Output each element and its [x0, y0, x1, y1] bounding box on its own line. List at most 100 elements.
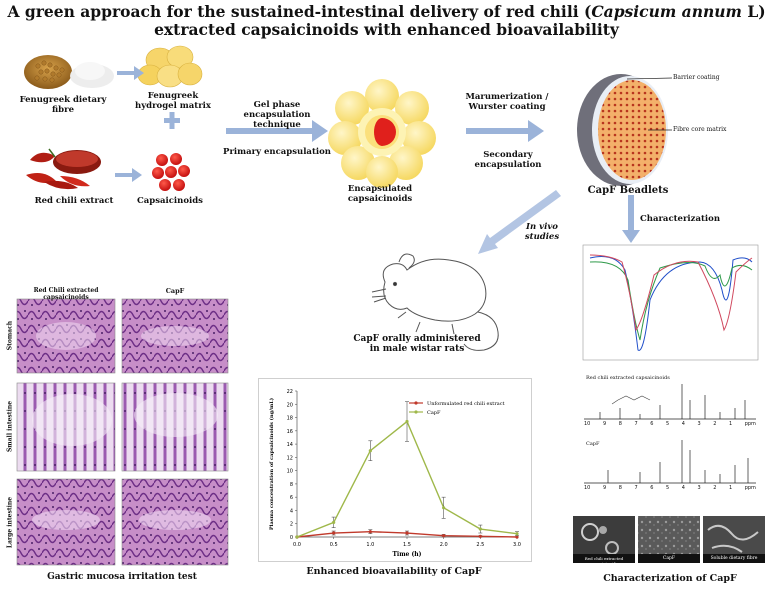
y-tick-label: 16 [287, 429, 293, 435]
y-tick-label: 18 [287, 416, 293, 422]
nmr-axis-tick: ppm [744, 421, 756, 427]
fenugreek-powder-illustration [70, 62, 114, 88]
legend-marker [414, 401, 418, 405]
title-line1-italic: Capsicum annum [591, 2, 742, 21]
data-point [332, 531, 336, 535]
y-axis-label: Plasma concentration of capsaicinoids (n… [268, 398, 275, 530]
label-fenugreek-hydrogel: Fenugreek hydrogel matrix [135, 91, 211, 111]
bioavailability-caption: Enhanced bioavailability of CapF [306, 566, 482, 577]
arrow-to-in-vivo [478, 190, 561, 254]
sem-label-1: Red chili extracted capsaicinoids [584, 556, 624, 566]
histology-grid [16, 298, 229, 566]
page-subtitle: extracted capsaicinoids with enhanced bi… [154, 20, 619, 39]
arrow-primary-encapsulation [226, 120, 328, 142]
nmr-axis-tick: ppm [744, 485, 756, 491]
data-point [405, 419, 409, 424]
data-point [368, 530, 372, 534]
legend-marker [414, 410, 418, 414]
legend-label: Unformulated red chili extract [427, 401, 505, 407]
nmr1-axis: 10 9 8 7 6 5 4 3 2 1 ppm [584, 421, 756, 427]
label-gel-phase: Gel phase encapsulation technique [243, 100, 311, 130]
label-capsaicinoids: Capsaicinoids [137, 196, 203, 206]
fenugreek-seeds-illustration [24, 55, 72, 89]
label-barrier-coating: Barrier coating [673, 74, 720, 81]
x-tick-label: 1.5 [403, 542, 411, 548]
nmr-axis-tick: 3 [697, 421, 701, 427]
hydrogel-matrix-illustration [137, 45, 203, 88]
arrow-to-characterization [622, 195, 640, 243]
nmr-axis-tick: 3 [697, 485, 701, 491]
y-tick-label: 0 [290, 535, 293, 541]
nmr-axis-tick: 1 [728, 485, 733, 491]
nmr-axis-tick: 7 [634, 485, 638, 491]
nmr-axis-tick: 5 [665, 485, 670, 491]
capsaicinoid-spheres [152, 153, 190, 191]
x-tick-label: 2.0 [440, 542, 448, 548]
nmr-axis-tick: 10 [584, 485, 591, 491]
sem-label-3: Soluble dietary fibre [710, 556, 758, 561]
title-line1-pre: A green approach for the sustained-intes… [7, 2, 592, 21]
y-tick-label: 2 [290, 522, 293, 528]
x-tick-label: 2.5 [476, 542, 484, 548]
label-marumerization: Marumerization / Wurster coating [465, 92, 549, 112]
capf-beadlet-illustration [577, 74, 673, 186]
arrow-extract-to-capsaicinoids [115, 168, 142, 182]
sem-label-2: CapF [662, 556, 676, 561]
y-tick-label: 4 [290, 508, 293, 514]
page-title: A green approach for the sustained-intes… [0, 3, 773, 21]
y-tick-label: 6 [290, 495, 293, 501]
y-tick-label: 20 [287, 402, 293, 408]
histology-row-large-intestine: Large intestine [6, 496, 14, 549]
plus-icon [164, 112, 180, 129]
x-tick-label: 1.0 [366, 542, 374, 548]
nmr-axis-tick: 10 [584, 421, 591, 427]
arrow-secondary-encapsulation [466, 120, 544, 142]
nmr2-axis: 10 9 8 7 6 5 4 3 2 1 ppm [584, 485, 756, 491]
label-encapsulated-capsaicinoids: Encapsulated capsaicinoids [347, 184, 413, 204]
y-tick-label: 8 [290, 482, 293, 488]
label-secondary-encapsulation: Secondary encapsulation [474, 150, 542, 170]
nmr-axis-tick: 2 [713, 421, 717, 427]
data-point [295, 535, 299, 539]
x-tick-label: 0.0 [293, 542, 301, 548]
label-red-chili-extract: Red chili extract [34, 196, 114, 206]
nmr-axis-tick: 8 [618, 421, 622, 427]
label-rat-caption: CapF orally administered in male wistar … [353, 334, 481, 354]
data-point [368, 449, 372, 453]
histology-row-stomach: Stomach [6, 320, 14, 351]
nmr-axis-tick: 2 [713, 485, 717, 491]
ftir-spectrum [582, 244, 759, 361]
x-tick-label: 3.0 [513, 542, 521, 548]
data-point [442, 506, 446, 510]
histology-col1-title: Red Chili extracted capsaicinoids [33, 287, 99, 301]
data-point [478, 534, 482, 538]
sem-images [573, 516, 765, 563]
y-tick-label: 22 [287, 389, 293, 395]
nmr1-label: Red chili extracted capsaicinoids [586, 375, 670, 381]
characterization-caption: Characterization of CapF [603, 573, 737, 584]
nmr-axis-tick: 9 [602, 421, 607, 427]
x-tick-label: 0.5 [330, 542, 338, 548]
pk-chart: 0 2 4 6 8 10 12 14 16 18 20 22 0.0 0.5 1.0 1.5 2.0 2.5 3.0… [268, 389, 521, 558]
encapsulated-capsaicinoids-illustration [328, 79, 436, 188]
label-capf-beadlets: CapF Beadlets [587, 185, 669, 196]
label-fibre-core: Fibre core matrix [673, 126, 727, 133]
title-line1-post: L) [741, 2, 766, 21]
label-primary-encapsulation: Primary encapsulation [223, 147, 331, 157]
nmr2-label: CapF [586, 441, 600, 447]
histology-row-small-intestine: Small intestine [6, 400, 14, 453]
data-point [442, 534, 446, 538]
nmr-spectra [584, 384, 756, 484]
data-point [405, 531, 409, 535]
y-tick-label: 10 [287, 469, 293, 475]
data-point [515, 535, 519, 539]
nmr-axis-tick: 9 [602, 485, 607, 491]
nmr-axis-tick: 7 [634, 421, 638, 427]
rat-illustration [371, 253, 499, 351]
y-tick-label: 12 [287, 455, 293, 461]
y-tick-label: 14 [287, 442, 293, 448]
nmr-axis-tick: 1 [728, 421, 733, 427]
data-point [332, 520, 336, 524]
nmr-axis-tick: 4 [681, 485, 685, 491]
